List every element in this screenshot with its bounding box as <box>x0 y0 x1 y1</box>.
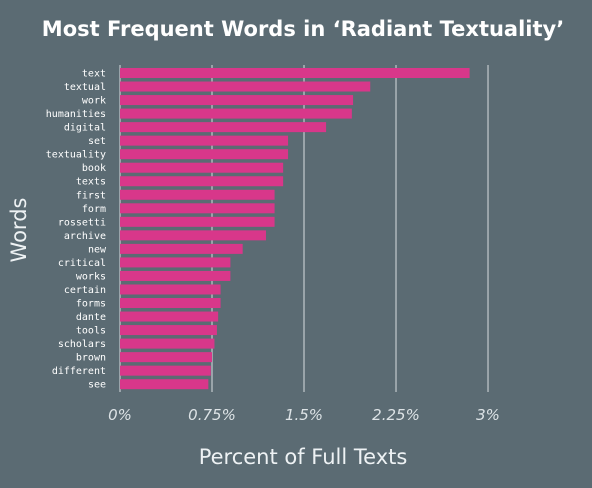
bar-humanities <box>120 108 352 119</box>
bar-certain <box>120 284 221 295</box>
bar-text <box>120 68 470 78</box>
bars <box>120 68 470 390</box>
bar-dante <box>120 311 219 322</box>
category-label-brown: brown <box>76 353 106 364</box>
bar-texts <box>120 176 284 187</box>
bar-form <box>120 203 275 214</box>
x-tick-label: 2.25% <box>372 406 420 424</box>
bar-new <box>120 243 243 254</box>
y-axis-title: Words <box>7 198 31 263</box>
bar-forms <box>120 298 221 309</box>
category-label-digital: digital <box>64 123 106 134</box>
category-label-form: form <box>82 204 106 215</box>
category-label-texts: texts <box>76 177 106 188</box>
category-label-critical: critical <box>58 258 106 269</box>
x-tick-label: 0% <box>108 406 132 424</box>
bar-first <box>120 189 275 200</box>
category-label-works: works <box>76 271 106 282</box>
category-label-set: set <box>88 136 106 147</box>
bar-tools <box>120 325 217 336</box>
grid-lines <box>119 65 489 392</box>
bar-different <box>120 365 211 376</box>
category-label-tools: tools <box>76 326 106 337</box>
x-axis-title: Percent of Full Texts <box>199 445 408 469</box>
category-label-book: book <box>82 163 106 174</box>
bar-brown <box>120 352 213 363</box>
category-label-dante: dante <box>76 312 106 323</box>
category-label-certain: certain <box>64 285 106 296</box>
category-label-first: first <box>76 190 106 201</box>
x-tick-label: 0.75% <box>188 406 236 424</box>
bar-rossetti <box>120 216 275 227</box>
bar-archive <box>120 230 266 241</box>
category-label-work: work <box>82 96 106 107</box>
bar-textuality <box>120 149 289 160</box>
category-label-textuality: textuality <box>46 150 106 161</box>
category-label-rossetti: rossetti <box>58 217 106 228</box>
category-label-see: see <box>88 380 106 391</box>
category-label-different: different <box>52 366 106 377</box>
bar-set <box>120 135 289 146</box>
bar-critical <box>120 257 231 268</box>
x-tick-labels: 0% 0.75% 1.5% 2.25% 3% <box>108 406 500 424</box>
bar-book <box>120 162 284 173</box>
bar-digital <box>120 122 327 133</box>
bar-see <box>120 379 209 390</box>
x-tick-label: 3% <box>476 406 500 424</box>
bar-scholars <box>120 338 215 349</box>
chart-title: Most Frequent Words in ‘Radiant Textuali… <box>42 17 564 41</box>
category-label-text: text <box>82 69 106 80</box>
x-tick-label: 1.5% <box>285 406 323 424</box>
category-label-archive: archive <box>64 231 106 242</box>
bar-works <box>120 270 231 281</box>
category-label-humanities: humanities <box>46 109 106 120</box>
category-label-textual: textual <box>64 82 106 93</box>
category-label-scholars: scholars <box>58 339 106 350</box>
category-label-new: new <box>88 244 107 255</box>
category-label-forms: forms <box>76 299 106 310</box>
category-labels: text textual work humanities digital set textu… <box>46 69 107 391</box>
bar-work <box>120 95 354 106</box>
bar-textual <box>120 81 371 92</box>
